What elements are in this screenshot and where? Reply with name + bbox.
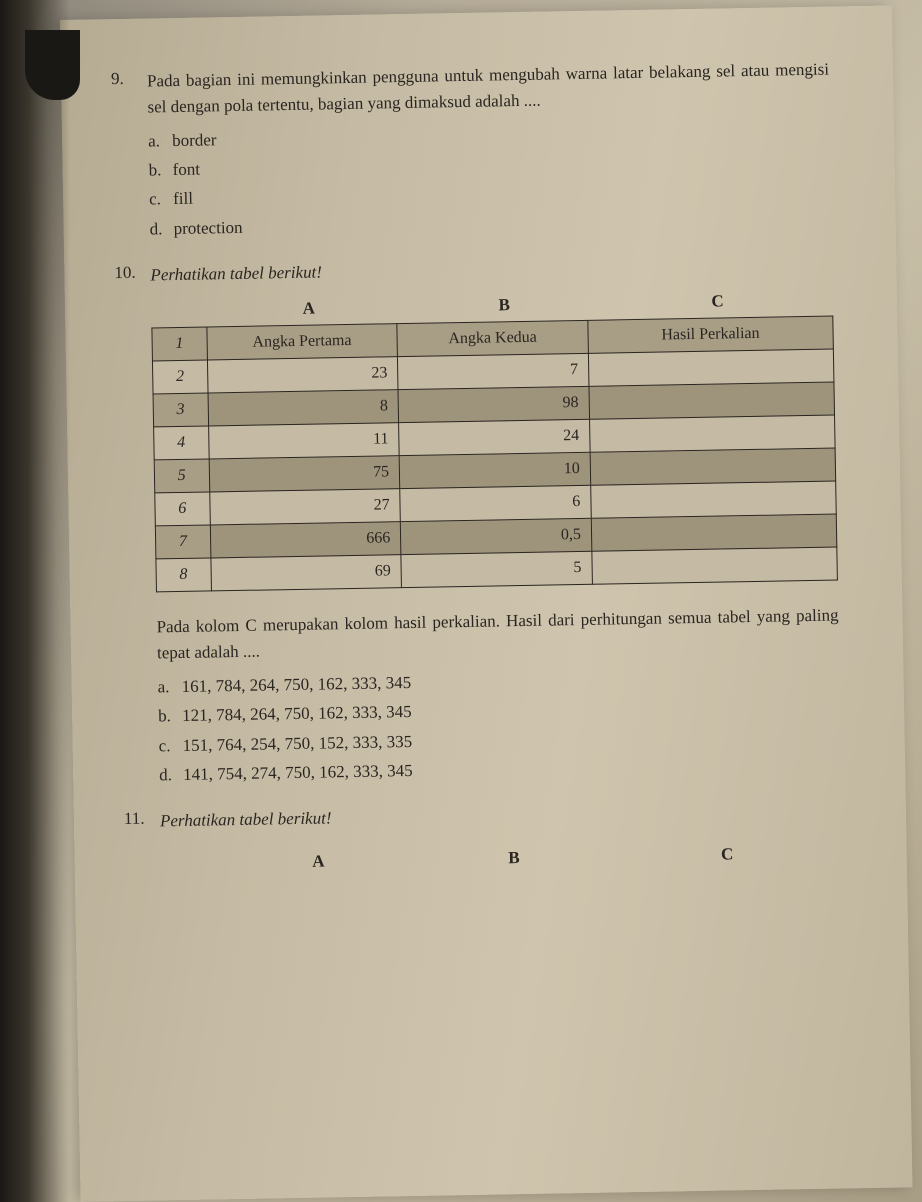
corner-shadow bbox=[25, 30, 80, 100]
cell-angka-pertama: 27 bbox=[209, 489, 400, 525]
cell-angka-pertama: 8 bbox=[208, 390, 399, 426]
header-angka-pertama: Angka Pertama bbox=[206, 324, 397, 360]
q11-col-label-a: A bbox=[221, 849, 417, 872]
cell-angka-pertama: 75 bbox=[209, 456, 400, 492]
cell-angka-pertama: 11 bbox=[208, 423, 399, 459]
cell-angka-pertama: 666 bbox=[210, 522, 401, 558]
header-rownum: 1 bbox=[152, 327, 207, 361]
cell-angka-kedua: 5 bbox=[401, 552, 592, 588]
q10-options: a.161, 784, 264, 750, 162, 333, 345 b.12… bbox=[157, 662, 841, 789]
header-hasil-perkalian: Hasil Perkalian bbox=[588, 316, 834, 353]
page-dark-edge bbox=[0, 0, 70, 1202]
row-number: 6 bbox=[155, 492, 210, 526]
row-number: 8 bbox=[156, 558, 211, 592]
col-label-a: A bbox=[211, 297, 407, 320]
q11-text: Perhatikan tabel berikut! bbox=[160, 796, 842, 833]
q10-text: Perhatikan tabel berikut! bbox=[150, 250, 832, 287]
cell-hasil-perkalian bbox=[588, 349, 834, 386]
header-angka-kedua: Angka Kedua bbox=[397, 321, 588, 357]
question-9: 9. Pada bagian ini memungkinkan pengguna… bbox=[111, 57, 836, 245]
q9-number: 9. bbox=[111, 69, 143, 90]
page-content: 9. Pada bagian ini memungkinkan pengguna… bbox=[60, 5, 913, 1201]
q11-column-letters: A B C bbox=[161, 842, 843, 874]
cell-angka-kedua: 98 bbox=[398, 387, 589, 423]
q10-number: 10. bbox=[114, 262, 146, 283]
cell-angka-kedua: 6 bbox=[400, 486, 591, 522]
cell-angka-pertama: 69 bbox=[210, 555, 401, 591]
q11-col-label-c: C bbox=[611, 842, 842, 866]
cell-hasil-perkalian bbox=[589, 415, 835, 452]
cell-angka-pertama: 23 bbox=[207, 357, 398, 393]
q11-col-label-b: B bbox=[416, 846, 612, 869]
q10-result-text: Pada kolom C merupakan kolom hasil perka… bbox=[156, 603, 839, 666]
q9-options: a.border b.font c.fill d.protection bbox=[148, 116, 832, 243]
row-number: 5 bbox=[154, 459, 209, 493]
row-number: 2 bbox=[152, 360, 207, 394]
row-number: 4 bbox=[154, 426, 209, 460]
question-11: 11. Perhatikan tabel berikut! A B C bbox=[124, 796, 847, 874]
cell-hasil-perkalian bbox=[590, 448, 836, 485]
cell-hasil-perkalian bbox=[591, 481, 837, 518]
q9-text: Pada bagian ini memungkinkan pengguna un… bbox=[147, 57, 830, 120]
cell-hasil-perkalian bbox=[589, 382, 835, 419]
cell-hasil-perkalian bbox=[591, 514, 837, 551]
row-number: 7 bbox=[155, 525, 210, 559]
cell-angka-kedua: 24 bbox=[399, 420, 590, 456]
cell-angka-kedua: 10 bbox=[399, 453, 590, 489]
col-label-c: C bbox=[602, 290, 833, 314]
question-10: 10. Perhatikan tabel berikut! A B C 1 An… bbox=[114, 250, 845, 791]
cell-angka-kedua: 0,5 bbox=[400, 519, 591, 555]
cell-angka-kedua: 7 bbox=[398, 354, 589, 390]
row-number: 3 bbox=[153, 393, 208, 427]
q10-table: 1 Angka Pertama Angka Kedua Hasil Perkal… bbox=[151, 316, 838, 593]
q11-number: 11. bbox=[124, 808, 156, 829]
col-label-b: B bbox=[406, 294, 602, 317]
cell-hasil-perkalian bbox=[592, 547, 838, 584]
